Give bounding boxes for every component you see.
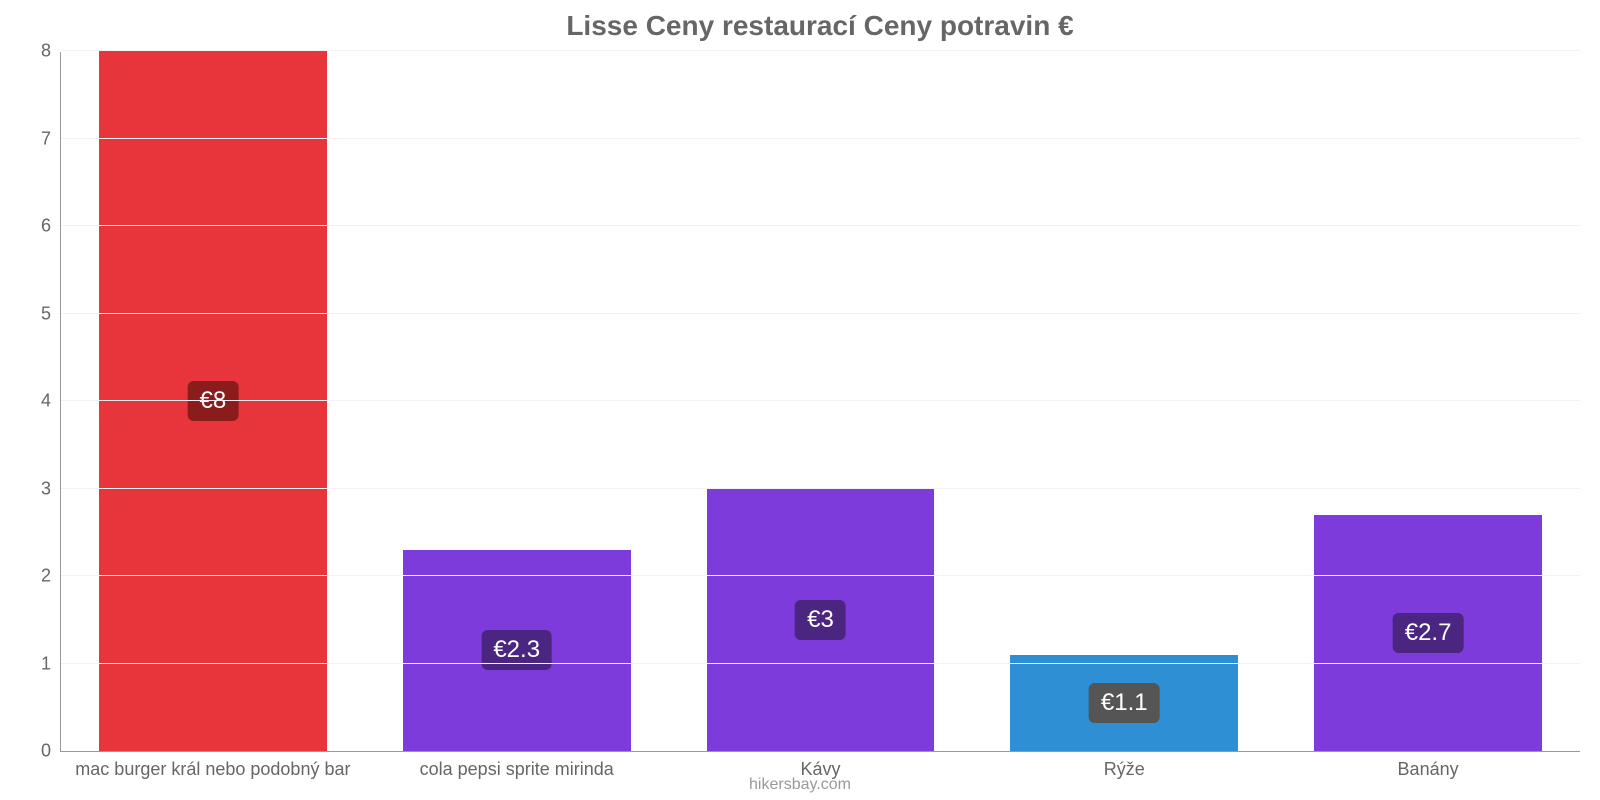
bar: €1.1 (1010, 655, 1238, 751)
gridline (61, 138, 1580, 139)
ytick-label: 7 (41, 128, 61, 149)
bars-row: €8mac burger král nebo podobný bar€2.3co… (61, 52, 1580, 751)
bar: €8 (99, 51, 327, 751)
bar: €2.3 (403, 550, 631, 751)
gridline (61, 575, 1580, 576)
ytick-label: 4 (41, 391, 61, 412)
ytick-label: 6 (41, 216, 61, 237)
bar: €2.7 (1314, 515, 1542, 751)
value-badge: €3 (795, 600, 846, 640)
chart-footer: hikersbay.com (0, 776, 1600, 794)
plot-area: €8mac burger král nebo podobný bar€2.3co… (60, 52, 1580, 752)
gridline (61, 400, 1580, 401)
gridline (61, 50, 1580, 51)
bar-slot: €2.3cola pepsi sprite mirinda (365, 52, 669, 751)
gridline (61, 225, 1580, 226)
ytick-label: 1 (41, 653, 61, 674)
gridline (61, 663, 1580, 664)
ytick-label: 5 (41, 303, 61, 324)
bar-slot: €2.7Banány (1276, 52, 1580, 751)
value-badge: €8 (188, 381, 239, 421)
value-badge: €2.3 (481, 630, 552, 670)
value-badge: €1.1 (1089, 683, 1160, 723)
ytick-label: 8 (41, 41, 61, 62)
gridline (61, 488, 1580, 489)
chart-title: Lisse Ceny restaurací Ceny potravin € (60, 10, 1580, 42)
ytick-label: 0 (41, 741, 61, 762)
bar-slot: €3Kávy (669, 52, 973, 751)
price-bar-chart: Lisse Ceny restaurací Ceny potravin € €8… (0, 0, 1600, 800)
gridline (61, 313, 1580, 314)
bar-slot: €8mac burger král nebo podobný bar (61, 52, 365, 751)
ytick-label: 2 (41, 566, 61, 587)
ytick-label: 3 (41, 478, 61, 499)
value-badge: €2.7 (1393, 613, 1464, 653)
bar-slot: €1.1Rýže (972, 52, 1276, 751)
bar: €3 (707, 489, 935, 752)
